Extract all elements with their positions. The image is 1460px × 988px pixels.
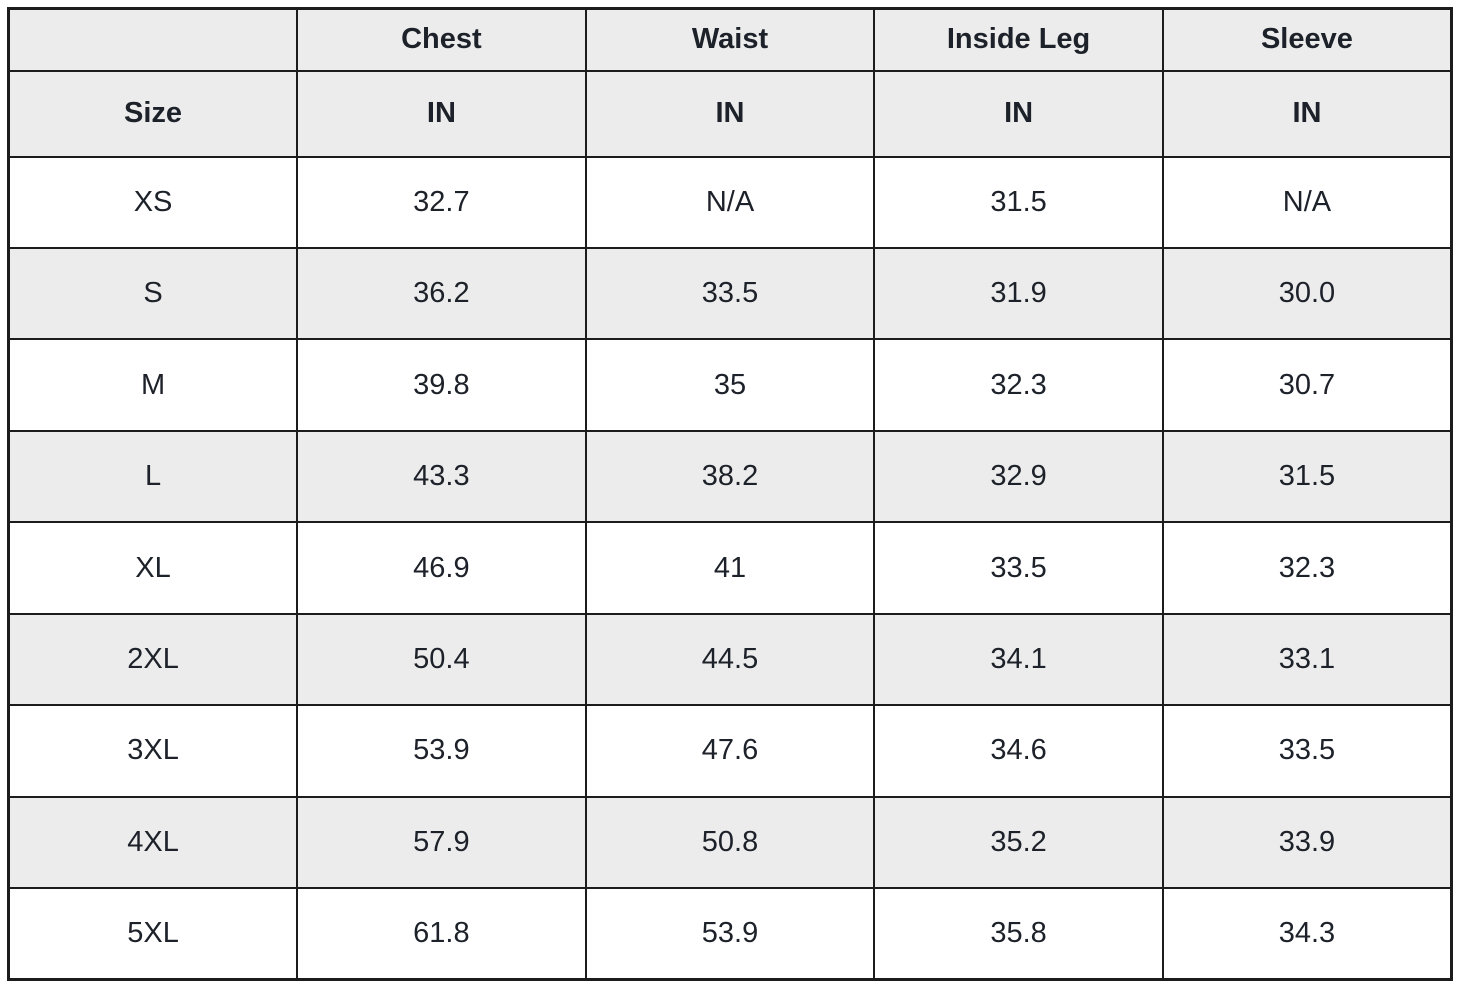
- value-cell: 35: [584, 338, 876, 432]
- value-cell: 31.5: [1161, 429, 1453, 524]
- size-chart-body: XS 32.7 N/A 31.5 N/A S 36.2 33.5 31.9 30…: [7, 155, 1453, 981]
- value-cell: 33.5: [873, 521, 1164, 615]
- value-cell: 47.6: [584, 704, 876, 798]
- value-cell: 35.8: [873, 887, 1164, 981]
- column-header-sleeve: Sleeve: [1161, 7, 1453, 72]
- value-cell: N/A: [1161, 155, 1453, 249]
- value-cell: 32.3: [1161, 521, 1453, 615]
- table-row: XS 32.7 N/A 31.5 N/A: [7, 155, 1453, 249]
- value-cell: 53.9: [584, 887, 876, 981]
- column-header-inside-leg: Inside Leg: [873, 7, 1164, 72]
- unit-header-inside-leg: IN: [873, 69, 1164, 158]
- table-row: 3XL 53.9 47.6 34.6 33.5: [7, 704, 1453, 798]
- value-cell: N/A: [584, 155, 876, 249]
- value-cell: 46.9: [296, 521, 587, 615]
- value-cell: 43.3: [296, 429, 587, 524]
- size-cell: 3XL: [7, 704, 299, 798]
- header-unit-row: Size IN IN IN IN: [7, 69, 1453, 158]
- size-cell: 2XL: [7, 612, 299, 707]
- value-cell: 35.2: [873, 795, 1164, 890]
- value-cell: 61.8: [296, 887, 587, 981]
- value-cell: 30.7: [1161, 338, 1453, 432]
- size-cell: M: [7, 338, 299, 432]
- table-row: XL 46.9 41 33.5 32.3: [7, 521, 1453, 615]
- value-cell: 33.9: [1161, 795, 1453, 890]
- value-cell: 33.5: [584, 246, 876, 341]
- table-row: 4XL 57.9 50.8 35.2 33.9: [7, 795, 1453, 890]
- corner-cell: [7, 7, 299, 72]
- value-cell: 31.9: [873, 246, 1164, 341]
- size-cell: XL: [7, 521, 299, 615]
- column-header-waist: Waist: [584, 7, 876, 72]
- value-cell: 44.5: [584, 612, 876, 707]
- value-cell: 33.5: [1161, 704, 1453, 798]
- size-chart-header: Chest Waist Inside Leg Sleeve Size IN IN…: [7, 7, 1453, 158]
- value-cell: 41: [584, 521, 876, 615]
- value-cell: 30.0: [1161, 246, 1453, 341]
- value-cell: 34.6: [873, 704, 1164, 798]
- value-cell: 34.3: [1161, 887, 1453, 981]
- column-header-chest: Chest: [296, 7, 587, 72]
- value-cell: 32.9: [873, 429, 1164, 524]
- value-cell: 57.9: [296, 795, 587, 890]
- unit-header-sleeve: IN: [1161, 69, 1453, 158]
- value-cell: 36.2: [296, 246, 587, 341]
- size-cell: XS: [7, 155, 299, 249]
- size-cell: S: [7, 246, 299, 341]
- value-cell: 50.4: [296, 612, 587, 707]
- value-cell: 39.8: [296, 338, 587, 432]
- size-chart-table: Chest Waist Inside Leg Sleeve Size IN IN…: [7, 7, 1453, 981]
- unit-header-waist: IN: [584, 69, 876, 158]
- value-cell: 33.1: [1161, 612, 1453, 707]
- value-cell: 31.5: [873, 155, 1164, 249]
- unit-header-chest: IN: [296, 69, 587, 158]
- size-cell: 4XL: [7, 795, 299, 890]
- size-cell: 5XL: [7, 887, 299, 981]
- value-cell: 32.3: [873, 338, 1164, 432]
- table-row: M 39.8 35 32.3 30.7: [7, 338, 1453, 432]
- value-cell: 53.9: [296, 704, 587, 798]
- size-column-header: Size: [7, 69, 299, 158]
- value-cell: 32.7: [296, 155, 587, 249]
- value-cell: 38.2: [584, 429, 876, 524]
- value-cell: 34.1: [873, 612, 1164, 707]
- value-cell: 50.8: [584, 795, 876, 890]
- table-row: 5XL 61.8 53.9 35.8 34.3: [7, 887, 1453, 981]
- size-cell: L: [7, 429, 299, 524]
- table-row: L 43.3 38.2 32.9 31.5: [7, 429, 1453, 524]
- header-measurement-row: Chest Waist Inside Leg Sleeve: [7, 7, 1453, 72]
- table-row: 2XL 50.4 44.5 34.1 33.1: [7, 612, 1453, 707]
- table-row: S 36.2 33.5 31.9 30.0: [7, 246, 1453, 341]
